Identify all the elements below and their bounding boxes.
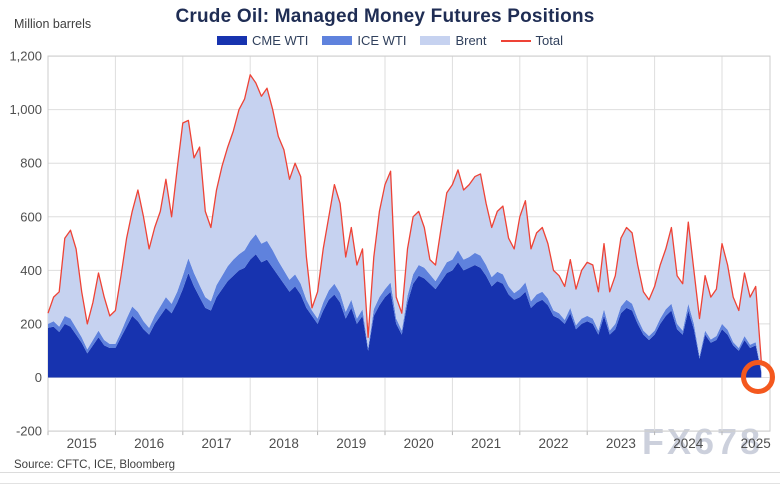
x-tick-label-2022: 2022	[538, 436, 568, 451]
area-cme-wti	[48, 254, 762, 378]
x-tick-label-2025: 2025	[741, 436, 771, 451]
y-tick-label-1,200: 1,200	[9, 49, 42, 64]
watermark-fx678: FX678	[642, 421, 764, 462]
source-label: Source: CFTC, ICE, Bloomberg	[14, 459, 176, 471]
y-tick-label-400: 400	[20, 263, 42, 278]
x-tick-label-2018: 2018	[269, 436, 299, 451]
x-tick-label-2021: 2021	[471, 436, 501, 451]
x-tick-label-2015: 2015	[67, 436, 97, 451]
y-tick-label--200: -200	[16, 424, 42, 439]
area-brent	[48, 74, 762, 371]
x-tick-label-2019: 2019	[336, 436, 366, 451]
legend-item-total: Total	[500, 33, 563, 49]
y-tick-label-800: 800	[20, 156, 42, 171]
x-tick-label-2017: 2017	[201, 436, 231, 451]
x-tick-label-2020: 2020	[404, 436, 434, 451]
legend-label: CME WTI	[252, 33, 309, 49]
legend-label: Total	[535, 33, 563, 49]
legend-swatch-3	[500, 39, 531, 42]
x-tick-label-2023: 2023	[606, 436, 636, 451]
legend-swatch-1	[322, 36, 353, 46]
legend-swatch-2	[420, 36, 451, 46]
legend-item-ice-wti: ICE WTI	[322, 33, 406, 48]
plot-border	[47, 55, 771, 432]
area-ice-wti	[48, 234, 762, 373]
highlight-circle-annotation	[741, 360, 775, 394]
y-tick-label-1,000: 1,000	[9, 102, 42, 117]
x-tick-label-2024: 2024	[673, 436, 704, 451]
chart-title: Crude Oil: Managed Money Futures Positio…	[175, 6, 595, 27]
bottom-divider	[0, 472, 780, 473]
legend-label: ICE WTI	[357, 33, 407, 49]
legend-label: Brent	[455, 33, 487, 49]
x-tick-label-2016: 2016	[134, 436, 164, 451]
legend-item-cme-wti: CME WTI	[217, 33, 308, 48]
legend-item-brent: Brent	[420, 33, 487, 49]
legend-swatch-0	[217, 36, 247, 46]
y-tick-label-600: 600	[20, 209, 42, 224]
y-tick-label-200: 200	[20, 316, 42, 331]
chart-legend: CME WTI ICE WTI Brent Total	[0, 32, 780, 48]
y-tick-label-0: 0	[35, 370, 42, 385]
total-line	[47, 74, 762, 362]
y-axis-unit-label: Million barrels	[14, 17, 92, 31]
